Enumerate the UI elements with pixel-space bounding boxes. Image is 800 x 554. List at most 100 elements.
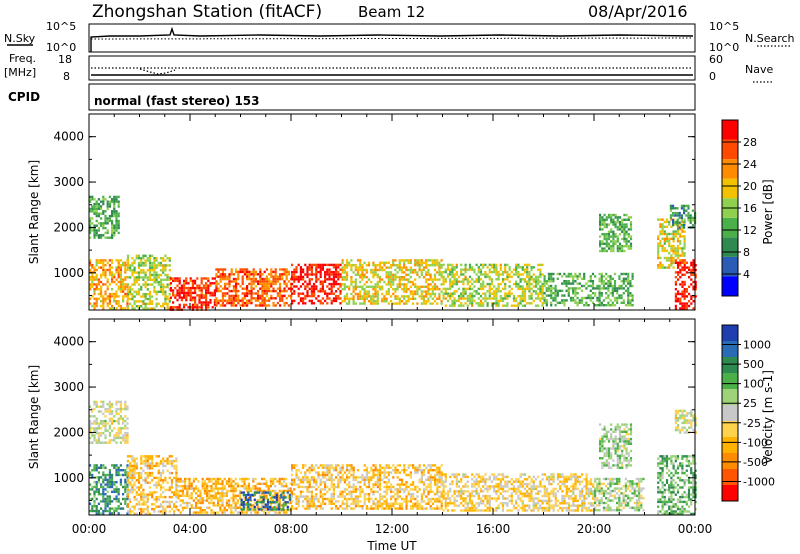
power-cell bbox=[563, 304, 566, 307]
power-cell bbox=[146, 297, 149, 301]
power-cell bbox=[683, 247, 686, 250]
velocity-cell bbox=[111, 410, 114, 413]
power-cell bbox=[97, 283, 100, 286]
velocity-cell bbox=[106, 495, 109, 498]
power-cell bbox=[685, 204, 688, 208]
power-cell bbox=[297, 287, 300, 291]
velocity-cell bbox=[242, 491, 245, 494]
power-cell bbox=[669, 214, 672, 217]
velocity-cell bbox=[108, 478, 111, 481]
power-cell bbox=[659, 225, 662, 228]
velocity-cell bbox=[339, 466, 342, 469]
power-cell bbox=[550, 277, 553, 280]
power-cell bbox=[605, 242, 608, 245]
power-cell bbox=[460, 280, 463, 283]
velocity-cell bbox=[131, 483, 134, 487]
velocity-cell bbox=[175, 500, 178, 504]
velocity-cell bbox=[166, 469, 169, 472]
velocity-cell bbox=[124, 481, 127, 484]
power-cell bbox=[613, 284, 617, 288]
power-cell bbox=[446, 268, 450, 271]
velocity-cell bbox=[252, 485, 255, 488]
velocity-cell bbox=[208, 494, 211, 497]
power-cell bbox=[254, 277, 257, 281]
velocity-cell bbox=[157, 510, 160, 513]
velocity-cell bbox=[148, 457, 152, 460]
power-cell bbox=[683, 295, 686, 298]
power-cell bbox=[681, 259, 684, 262]
power-cell bbox=[416, 261, 419, 264]
power-cell bbox=[89, 236, 92, 239]
power-cell bbox=[135, 254, 138, 257]
power-cell bbox=[409, 261, 412, 264]
power-cell bbox=[276, 277, 279, 281]
power-cell bbox=[627, 292, 630, 295]
velocity-cell bbox=[363, 497, 366, 501]
power-cell bbox=[530, 297, 533, 300]
power-cell bbox=[263, 287, 266, 290]
velocity-cell bbox=[140, 503, 143, 506]
power-cell bbox=[350, 266, 353, 269]
power-cell bbox=[148, 290, 152, 293]
power-cell bbox=[115, 200, 118, 203]
power-cell bbox=[444, 297, 447, 300]
power-cell bbox=[129, 276, 132, 279]
power-cell bbox=[326, 285, 329, 288]
power-cell bbox=[629, 225, 633, 229]
power-cell bbox=[688, 268, 691, 272]
velocity-cell bbox=[359, 495, 362, 498]
velocity-cell bbox=[328, 466, 331, 469]
velocity-cell bbox=[262, 501, 265, 504]
power-cell bbox=[550, 275, 553, 278]
velocity-cell bbox=[97, 427, 100, 430]
power-cell bbox=[442, 282, 445, 286]
power-cell bbox=[126, 266, 130, 269]
power-cell bbox=[482, 266, 485, 269]
velocity-cell bbox=[95, 441, 98, 444]
power-cell bbox=[198, 296, 201, 299]
velocity-cell bbox=[330, 481, 333, 484]
power-cell bbox=[91, 217, 94, 220]
velocity-cell bbox=[269, 499, 272, 502]
power-cell bbox=[515, 304, 518, 307]
power-cell bbox=[239, 270, 242, 274]
power-cell bbox=[420, 271, 423, 274]
power-cell bbox=[561, 299, 564, 302]
velocity-cell bbox=[91, 488, 94, 491]
power-cell bbox=[117, 276, 120, 279]
power-cell bbox=[567, 287, 570, 290]
velocity-cell bbox=[148, 462, 152, 465]
power-cell bbox=[348, 261, 351, 264]
velocity-cell bbox=[321, 481, 324, 484]
power-cell bbox=[361, 285, 364, 288]
power-cell bbox=[625, 213, 628, 217]
power-cell bbox=[599, 218, 602, 221]
power-cell bbox=[155, 266, 158, 269]
velocity-cell bbox=[146, 495, 149, 499]
power-cell bbox=[119, 283, 122, 286]
velocity-cell bbox=[148, 467, 152, 470]
power-cell bbox=[224, 273, 227, 276]
velocity-cell bbox=[370, 505, 373, 508]
power-cell bbox=[115, 268, 118, 272]
power-cell bbox=[142, 254, 145, 257]
power-cell bbox=[178, 294, 181, 297]
power-cell bbox=[185, 294, 188, 297]
power-cell bbox=[261, 280, 264, 283]
velocity-cell bbox=[350, 469, 353, 472]
power-cell bbox=[477, 266, 480, 269]
power-cell bbox=[115, 295, 118, 298]
power-cell bbox=[425, 295, 428, 298]
power-cell bbox=[153, 271, 156, 274]
power-cell bbox=[530, 275, 533, 279]
power-cell bbox=[541, 294, 544, 298]
velocity-cell bbox=[153, 510, 156, 513]
power-cell bbox=[609, 282, 612, 285]
power-cell bbox=[624, 277, 628, 280]
velocity-cell bbox=[372, 507, 375, 510]
power-cell bbox=[680, 219, 683, 222]
power-cell bbox=[436, 297, 439, 300]
velocity-cell bbox=[374, 502, 377, 505]
power-cell bbox=[482, 273, 485, 276]
